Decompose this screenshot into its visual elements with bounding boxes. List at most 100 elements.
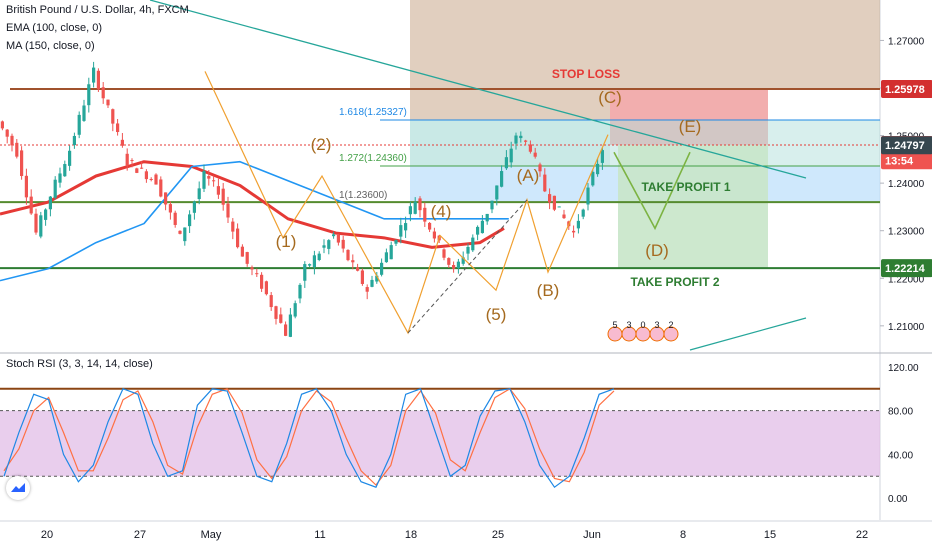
candle-body: [5, 129, 9, 137]
ascending-trendline: [689, 317, 807, 351]
candle-body: [408, 206, 412, 215]
candle-body: [140, 167, 144, 169]
ema-100-line: [0, 160, 505, 249]
fib-1618-label: 1.618(1.25327): [339, 107, 407, 118]
candle-body: [552, 195, 556, 210]
wave-label: (C): [598, 88, 622, 107]
event-count-label: 0: [640, 320, 645, 330]
stoch-rsi-legend[interactable]: Stoch RSI (3, 3, 14, 14, close): [6, 358, 153, 370]
candle-body: [24, 175, 28, 198]
candle-body: [389, 245, 393, 260]
price-tick-label: 1.23000: [888, 227, 925, 238]
candle-body: [576, 220, 580, 229]
candle-body: [471, 237, 475, 251]
candle-body: [298, 284, 302, 299]
candle-body: [221, 188, 225, 205]
candle-body: [572, 230, 576, 233]
candle-body: [423, 207, 427, 222]
candle-body: [255, 273, 259, 275]
price-tag-label: 1.22214: [885, 263, 926, 275]
ma-legend[interactable]: MA (150, close, 0): [6, 40, 95, 52]
candle-body: [514, 135, 518, 144]
candle-body: [312, 255, 316, 268]
candle-body: [260, 274, 264, 289]
candle-body: [490, 200, 494, 210]
candle-body: [413, 201, 417, 214]
candle-body: [207, 176, 211, 179]
candle-body: [87, 84, 91, 106]
tradingview-logo-icon[interactable]: [6, 476, 30, 500]
candle-body: [68, 150, 72, 166]
candle-body: [480, 220, 484, 234]
stop-loss-label: STOP LOSS: [552, 67, 620, 81]
stop-zone-left: [410, 89, 610, 121]
candle-body: [432, 231, 436, 239]
event-count-label: 5: [612, 320, 617, 330]
candle-body: [394, 240, 398, 244]
candle-body: [447, 258, 451, 265]
candle-body: [533, 152, 537, 157]
candle-body: [48, 196, 52, 210]
wave-label: (1): [276, 232, 297, 251]
candle-body: [591, 171, 595, 186]
price-tag-label: 1.25978: [885, 84, 925, 96]
candle-body: [332, 234, 336, 237]
candle-body: [34, 213, 38, 233]
stoch-d-line: [3, 388, 615, 486]
candle-body: [293, 303, 297, 317]
candle-body: [466, 246, 470, 254]
candle-body: [159, 179, 163, 197]
rsi-tick-label: 40.00: [888, 450, 913, 461]
candle-body: [216, 186, 220, 195]
candle-body: [476, 226, 480, 235]
candle-body: [538, 164, 542, 172]
candle-body: [596, 163, 600, 175]
time-axis-label: 11: [314, 529, 325, 541]
time-axis-label: 27: [134, 529, 146, 541]
candle-body: [236, 228, 240, 248]
symbol-title[interactable]: British Pound / U.S. Dollar, 4h, FXCM: [6, 4, 189, 16]
price-tag: [881, 259, 932, 278]
candle-body: [106, 99, 110, 106]
candle-body: [346, 249, 350, 261]
rsi-tick-label: 0.00: [888, 494, 908, 505]
candle-body: [370, 279, 374, 287]
candle-body: [130, 160, 134, 162]
candle-body: [399, 225, 403, 237]
candle-body: [548, 194, 552, 203]
price-tag: [881, 151, 932, 170]
candle-body: [461, 257, 465, 264]
ema-legend[interactable]: EMA (100, close, 0): [6, 22, 102, 34]
candle-body: [164, 192, 168, 205]
candle-body: [557, 206, 561, 208]
event-flag-icon: [663, 326, 679, 342]
time-axis-label: 22: [856, 529, 868, 541]
event-count-label: 2: [668, 320, 673, 330]
time-axis-label: 20: [41, 529, 53, 541]
candle-body: [77, 114, 81, 135]
candle-body: [202, 171, 206, 189]
candle-body: [308, 264, 312, 266]
candle-body: [384, 252, 388, 263]
projection-path: [613, 151, 691, 231]
candle-body: [250, 267, 254, 270]
time-axis-label: 18: [405, 529, 417, 541]
wave-label: (4): [431, 202, 452, 221]
time-axis-label: 8: [680, 529, 686, 541]
candle-body: [15, 142, 19, 157]
candle-body: [82, 105, 86, 121]
rsi-tick-label: 80.00: [888, 407, 913, 418]
candle-body: [135, 168, 139, 173]
take-profit-1-label: TAKE PROFIT 1: [641, 180, 730, 194]
time-axis-label: 25: [492, 529, 504, 541]
fib-1272-label: 1.272(1.24360): [339, 153, 407, 164]
wave-label: (2): [311, 135, 332, 154]
candle-body: [524, 140, 528, 142]
candle-body: [586, 187, 590, 205]
candle-body: [442, 249, 446, 258]
candle-body: [192, 201, 196, 213]
candle-body: [303, 264, 307, 281]
candle-body: [380, 262, 384, 275]
time-axis-label: Jun: [583, 529, 601, 541]
